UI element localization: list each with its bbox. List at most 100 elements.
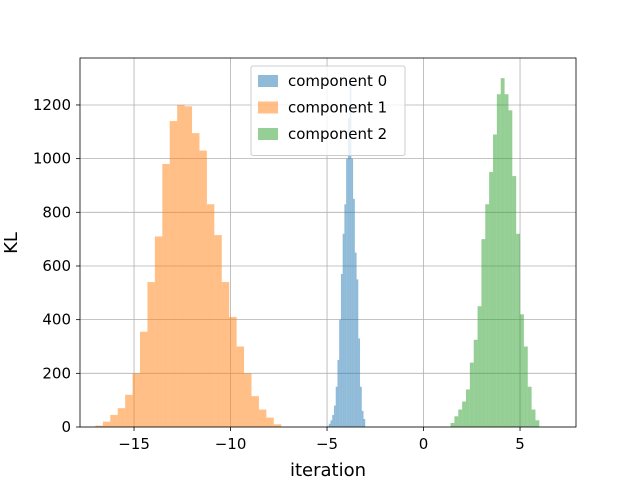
histogram-bar <box>333 405 336 427</box>
histogram-bar <box>477 306 482 427</box>
histogram-bar <box>360 386 362 427</box>
histogram-bar <box>347 118 350 427</box>
histogram-bar <box>327 426 329 427</box>
y-tick-label: 200 <box>42 364 71 382</box>
histogram-bar <box>192 133 200 427</box>
histogram-bar <box>344 204 347 427</box>
histogram-bar <box>154 236 163 427</box>
legend-label: component 1 <box>288 99 387 117</box>
histogram-bar <box>214 235 222 427</box>
histogram-bar <box>469 362 474 427</box>
histogram-bar <box>500 78 505 428</box>
histogram-bar <box>489 172 494 427</box>
legend-swatch <box>258 101 278 114</box>
histogram-bar <box>229 316 237 427</box>
x-tick-label: 5 <box>515 435 525 453</box>
series-0-bars <box>327 80 366 428</box>
x-axis-label: iteration <box>290 460 366 480</box>
histogram-bar <box>516 233 521 427</box>
histogram-bar <box>244 373 252 427</box>
histogram-bar <box>236 346 245 427</box>
histogram-bar <box>102 421 111 427</box>
histogram-bar <box>337 359 340 427</box>
histogram-bar <box>342 233 345 427</box>
legend-swatch <box>258 75 278 87</box>
histogram-bar <box>332 414 334 427</box>
histogram-bar <box>340 274 343 427</box>
legend-swatch <box>258 128 278 140</box>
legend-label: component 0 <box>288 72 387 90</box>
histogram-bar <box>356 279 359 427</box>
histogram-bar <box>354 252 357 427</box>
histogram-bar <box>117 408 126 427</box>
y-tick-label: 600 <box>42 257 71 275</box>
histogram-bar <box>251 396 259 427</box>
histogram-bar <box>266 417 274 427</box>
x-tick-label: −5 <box>316 435 338 453</box>
histogram-bar <box>258 409 267 427</box>
y-tick-label: 0 <box>61 418 71 436</box>
y-tick-label: 400 <box>42 311 71 329</box>
x-tick-label: 0 <box>419 435 429 453</box>
histogram-bar <box>339 319 341 427</box>
histogram-bar <box>363 418 366 427</box>
histogram-bar <box>481 239 486 427</box>
histogram-bar <box>125 394 133 427</box>
histogram-bar <box>162 164 170 427</box>
y-tick-label: 1200 <box>33 96 71 114</box>
y-tick-label: 1000 <box>33 150 71 168</box>
legend-box <box>250 65 406 156</box>
histogram-bar <box>512 176 517 427</box>
histogram-bar <box>349 80 352 427</box>
histogram-bar <box>330 420 333 427</box>
histogram-bar <box>485 204 490 427</box>
histogram-bar <box>169 121 178 427</box>
histogram-bar <box>346 158 348 428</box>
histogram-bar <box>110 414 118 427</box>
histogram-bar <box>351 158 354 428</box>
histogram-bar <box>458 409 463 427</box>
legend-label: component 2 <box>288 125 387 143</box>
histogram-bar <box>531 409 536 427</box>
histogram-bar <box>335 386 338 427</box>
histogram-bar <box>353 198 355 427</box>
y-tick-label: 800 <box>42 203 71 221</box>
histogram-bar <box>273 424 282 427</box>
histogram-bar <box>132 373 141 427</box>
series-2-bars <box>450 78 540 428</box>
histogram-bar <box>206 204 215 427</box>
legend: component 0 component 1 component 2 <box>250 65 406 156</box>
histogram-bar <box>523 346 528 427</box>
histogram-bar <box>358 338 361 427</box>
histogram-bar <box>496 94 501 427</box>
histogram-bar <box>177 104 185 428</box>
histogram-bar <box>221 282 230 427</box>
histogram-bar <box>462 401 466 427</box>
histogram-bar <box>520 314 524 427</box>
histogram-bar <box>95 425 103 427</box>
series-1-bars <box>95 104 282 428</box>
histogram-bar <box>184 106 193 428</box>
plot-frame <box>79 57 577 428</box>
histogram-bar <box>465 389 470 427</box>
histogram-bar <box>147 282 155 427</box>
histogram-bar <box>535 420 540 427</box>
axis-ticks: −15 −10 −5 0 5 0 200 400 600 800 1000 1200 <box>33 96 525 453</box>
histogram-bar <box>473 339 478 427</box>
histogram-bar <box>527 386 532 427</box>
x-tick-label: −10 <box>215 435 247 453</box>
x-tick-label: −15 <box>118 435 150 453</box>
histogram-bar <box>493 134 497 427</box>
histogram-bar <box>361 410 364 427</box>
histogram-bar <box>450 422 455 427</box>
histogram-bars <box>95 78 540 428</box>
histogram-bar <box>140 331 148 427</box>
histogram-bar <box>199 150 207 427</box>
y-axis-label: KL <box>1 232 22 254</box>
histogram-bar <box>328 423 331 427</box>
histogram-bar <box>454 416 459 427</box>
histogram-bar <box>504 94 509 427</box>
histogram-bar <box>508 110 513 428</box>
